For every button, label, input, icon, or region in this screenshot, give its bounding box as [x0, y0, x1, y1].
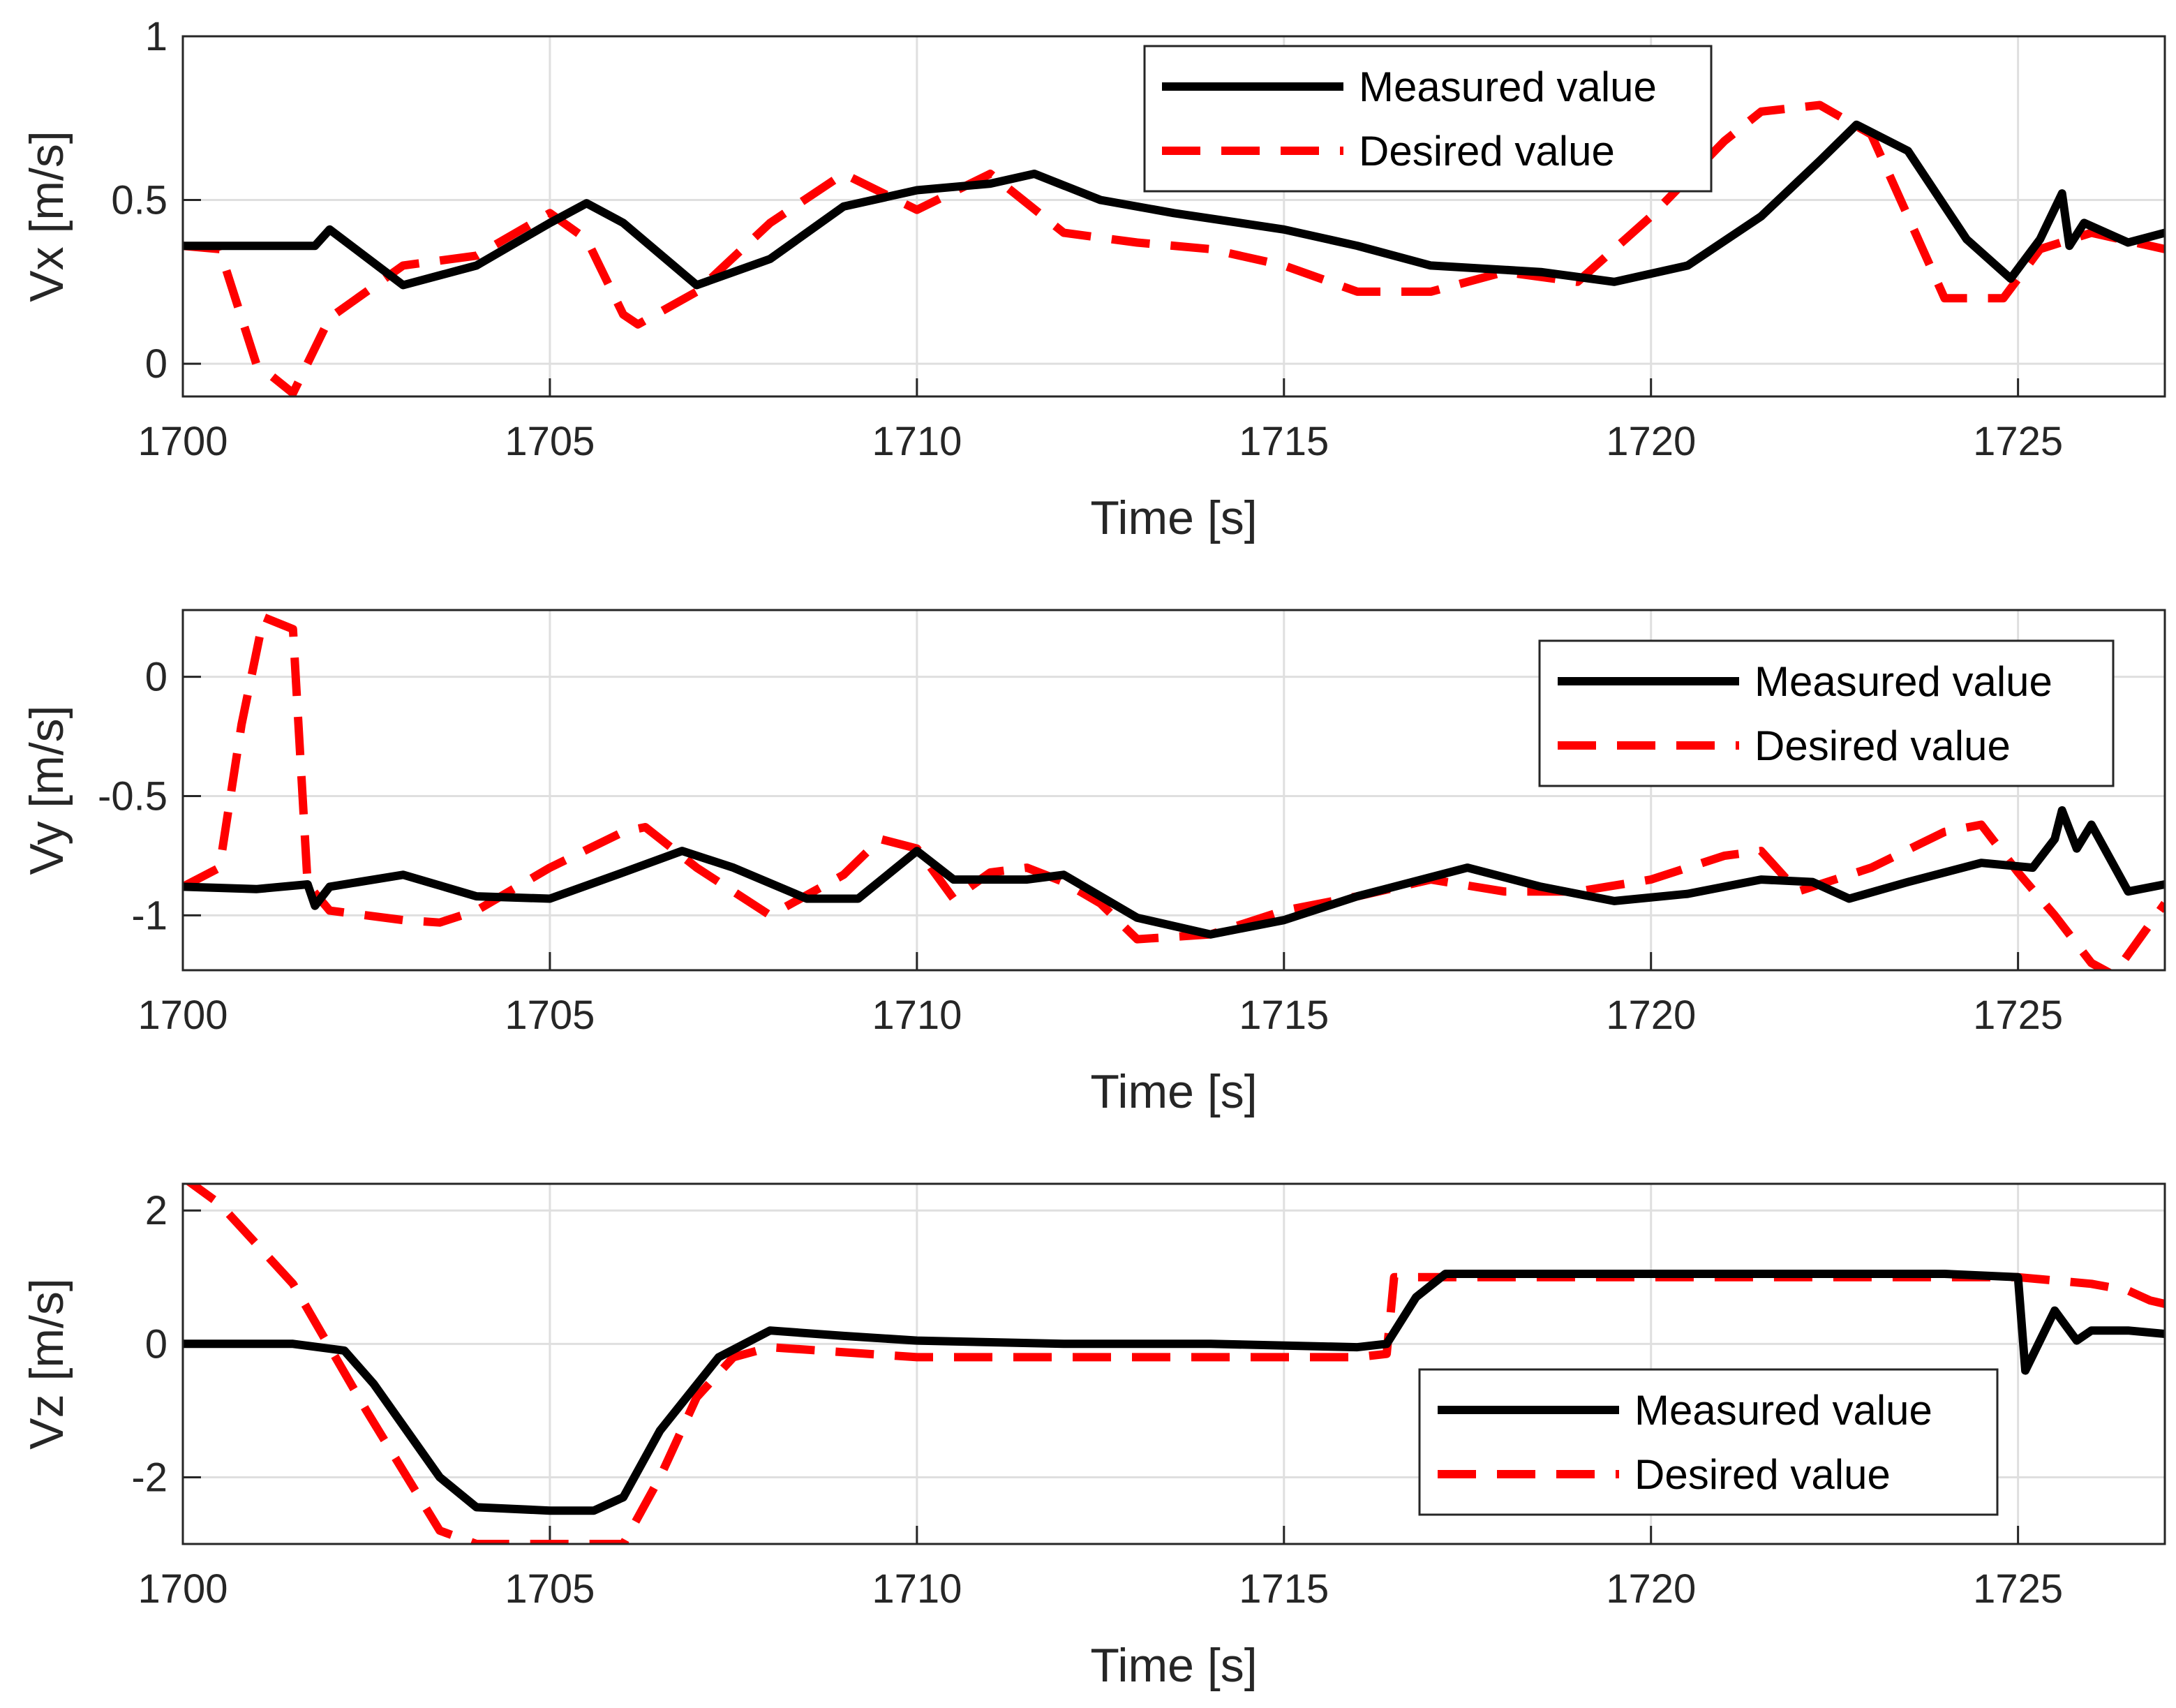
vz-y-axis-label: Vz [m/s]	[20, 1278, 73, 1450]
vx-legend-desired-label: Desired value	[1359, 128, 1615, 174]
vx-legend-box	[1143, 45, 1713, 193]
vx-y-tick-label: 0.5	[111, 178, 167, 223]
vy-measured-value-line	[183, 806, 2165, 939]
vz-x-axis-label: Time [s]	[1090, 1639, 1257, 1692]
vy-legend-measured-label: Measured value	[1754, 658, 2052, 705]
vx-x-tick-label: 1700	[137, 419, 228, 464]
vx-axes-box	[181, 35, 2166, 398]
vy-x-axis-label: Time [s]	[1090, 1065, 1257, 1118]
vy-x-tick-label: 1715	[1239, 993, 1329, 1038]
vx-panel: 1700 1705 1710 1715 1720 1725 00.51 Time [s] …	[20, 14, 2166, 544]
vx-y-tick-label: 1	[145, 14, 167, 59]
vy-x-tick-label: 1705	[505, 993, 595, 1038]
vy-y-tick-label: -0.5	[98, 774, 167, 819]
vy-x-tick-label: 1700	[137, 993, 228, 1038]
vz-legend-box	[1418, 1368, 1999, 1516]
vx-x-tick-label: 1705	[505, 419, 595, 464]
vz-desired-value-line	[184, 1184, 2165, 1544]
vy-legend: Measured value Desired value	[1538, 639, 2115, 787]
vz-legend-desired-label: Desired value	[1634, 1451, 1891, 1498]
vy-x-tick-labels: 1700 1705 1710 1715 1720 1725	[137, 993, 2063, 1038]
vz-x-tick-label: 1725	[1973, 1566, 2063, 1612]
vy-y-axis-label: Vy [m/s]	[20, 705, 73, 875]
vz-y-tick-label: -2	[131, 1455, 167, 1500]
vz-x-tick-label: 1700	[137, 1566, 228, 1612]
vz-x-tick-label: 1715	[1239, 1566, 1329, 1612]
vz-x-tick-labels: 1700 1705 1710 1715 1720 1725	[137, 1566, 2063, 1612]
vz-legend-measured-label: Measured value	[1634, 1387, 1932, 1434]
vx-x-tick-label: 1715	[1239, 419, 1329, 464]
vz-x-tick-label: 1710	[872, 1566, 962, 1612]
vz-y-tick-labels: -2 0 2	[131, 1188, 167, 1500]
vy-legend-box	[1538, 639, 2115, 787]
vx-x-tick-label: 1720	[1606, 419, 1696, 464]
vx-x-axis-label: Time [s]	[1090, 491, 1257, 544]
vz-measured-value-line	[183, 1270, 2165, 1515]
vx-legend-measured-label: Measured value	[1359, 64, 1657, 110]
vz-legend: Measured value Desired value	[1418, 1368, 1999, 1516]
vx-x-tick-label: 1725	[1973, 419, 2063, 464]
vz-y-tick-label: 2	[145, 1188, 167, 1233]
vx-measured-value-line	[183, 120, 2165, 290]
vz-y-tick-label: 0	[145, 1321, 167, 1367]
vy-x-tick-label: 1725	[1973, 993, 2063, 1038]
vy-axes-box	[181, 609, 2166, 972]
vy-panel: 1700 1705 1710 1715 1720 1725 -1 -0.5 0 Time [s…	[20, 609, 2166, 1118]
vx-legend: Measured value Desired value	[1143, 45, 1713, 193]
vz-x-tick-label: 1705	[505, 1566, 595, 1612]
vz-panel: 1700 1705 1710 1715 1720 1725 -2 0 2 Time [s] V…	[20, 1182, 2166, 1692]
vx-y-tick-label: 0	[145, 341, 167, 387]
vz-axes-box	[181, 1182, 2166, 1545]
vy-x-tick-label: 1710	[872, 993, 962, 1038]
vy-y-tick-label: -1	[131, 893, 167, 938]
vx-desired-value-line	[183, 101, 2165, 396]
vx-y-axis-label: Vx [m/s]	[20, 131, 73, 302]
vx-y-tick-labels: 00.51	[111, 14, 167, 387]
vy-y-tick-label: 0	[145, 655, 167, 700]
vx-x-tick-labels: 1700 1705 1710 1715 1720 1725	[137, 419, 2063, 464]
vz-x-tick-label: 1720	[1606, 1566, 1696, 1612]
vx-x-tick-label: 1710	[872, 419, 962, 464]
vy-x-tick-label: 1720	[1606, 993, 1696, 1038]
vy-legend-desired-label: Desired value	[1754, 722, 2011, 769]
vy-y-tick-labels: -1 -0.5 0	[98, 655, 167, 939]
